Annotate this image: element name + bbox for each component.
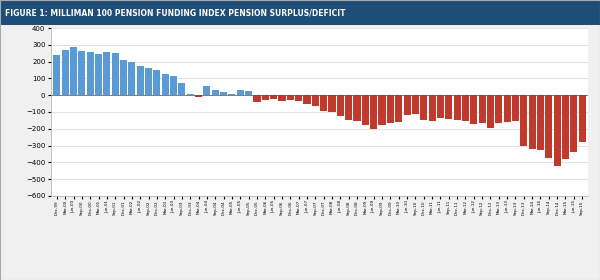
Bar xyxy=(345,95,352,120)
Bar xyxy=(203,86,211,95)
Bar xyxy=(479,95,485,123)
Bar xyxy=(420,95,427,120)
Bar xyxy=(212,90,219,95)
Bar xyxy=(428,95,436,121)
Bar xyxy=(270,95,277,99)
Bar xyxy=(304,95,311,104)
Bar xyxy=(387,95,394,123)
Bar xyxy=(562,95,569,159)
Bar xyxy=(328,95,335,112)
Bar xyxy=(245,91,252,95)
Bar xyxy=(79,51,85,95)
Bar xyxy=(154,70,160,95)
Bar xyxy=(187,94,194,95)
Bar xyxy=(220,92,227,95)
Bar xyxy=(487,95,494,128)
Bar xyxy=(53,55,61,95)
Bar xyxy=(195,95,202,97)
Bar xyxy=(262,95,269,100)
Bar xyxy=(512,95,519,121)
Bar xyxy=(70,47,77,95)
Bar xyxy=(529,95,536,149)
Bar xyxy=(86,52,94,95)
Bar xyxy=(112,53,119,95)
Bar xyxy=(312,95,319,106)
Bar xyxy=(95,54,102,95)
Bar xyxy=(128,62,136,95)
Bar xyxy=(578,95,586,142)
Bar xyxy=(287,95,294,100)
Bar xyxy=(554,95,560,166)
Bar xyxy=(437,95,444,118)
Bar xyxy=(170,76,177,95)
Bar xyxy=(454,95,461,120)
Bar xyxy=(545,95,553,158)
Text: FIGURE 1: MILLIMAN 100 PENSION FUNDING INDEX PENSION SURPLUS/DEFICIT: FIGURE 1: MILLIMAN 100 PENSION FUNDING I… xyxy=(5,9,346,18)
Bar xyxy=(379,95,386,125)
Bar xyxy=(137,66,144,95)
Bar xyxy=(404,95,410,115)
Bar xyxy=(337,95,344,116)
Bar xyxy=(253,95,260,102)
Bar xyxy=(412,95,419,114)
Bar xyxy=(178,83,185,95)
Bar xyxy=(520,95,527,146)
Bar xyxy=(537,95,544,150)
Bar xyxy=(120,60,127,95)
Bar xyxy=(370,95,377,129)
Bar xyxy=(229,94,235,95)
Bar xyxy=(395,95,402,122)
Bar xyxy=(103,52,110,95)
Bar xyxy=(295,95,302,101)
Bar xyxy=(462,95,469,121)
Bar xyxy=(445,95,452,119)
Bar xyxy=(145,68,152,95)
Bar xyxy=(362,95,369,125)
Bar xyxy=(353,95,361,121)
Bar xyxy=(470,95,478,124)
Bar xyxy=(320,95,327,111)
Bar xyxy=(503,95,511,122)
Bar xyxy=(62,50,69,95)
Bar xyxy=(495,95,502,123)
Bar xyxy=(570,95,577,152)
Bar xyxy=(237,90,244,95)
Bar xyxy=(278,95,286,101)
Bar xyxy=(161,74,169,95)
